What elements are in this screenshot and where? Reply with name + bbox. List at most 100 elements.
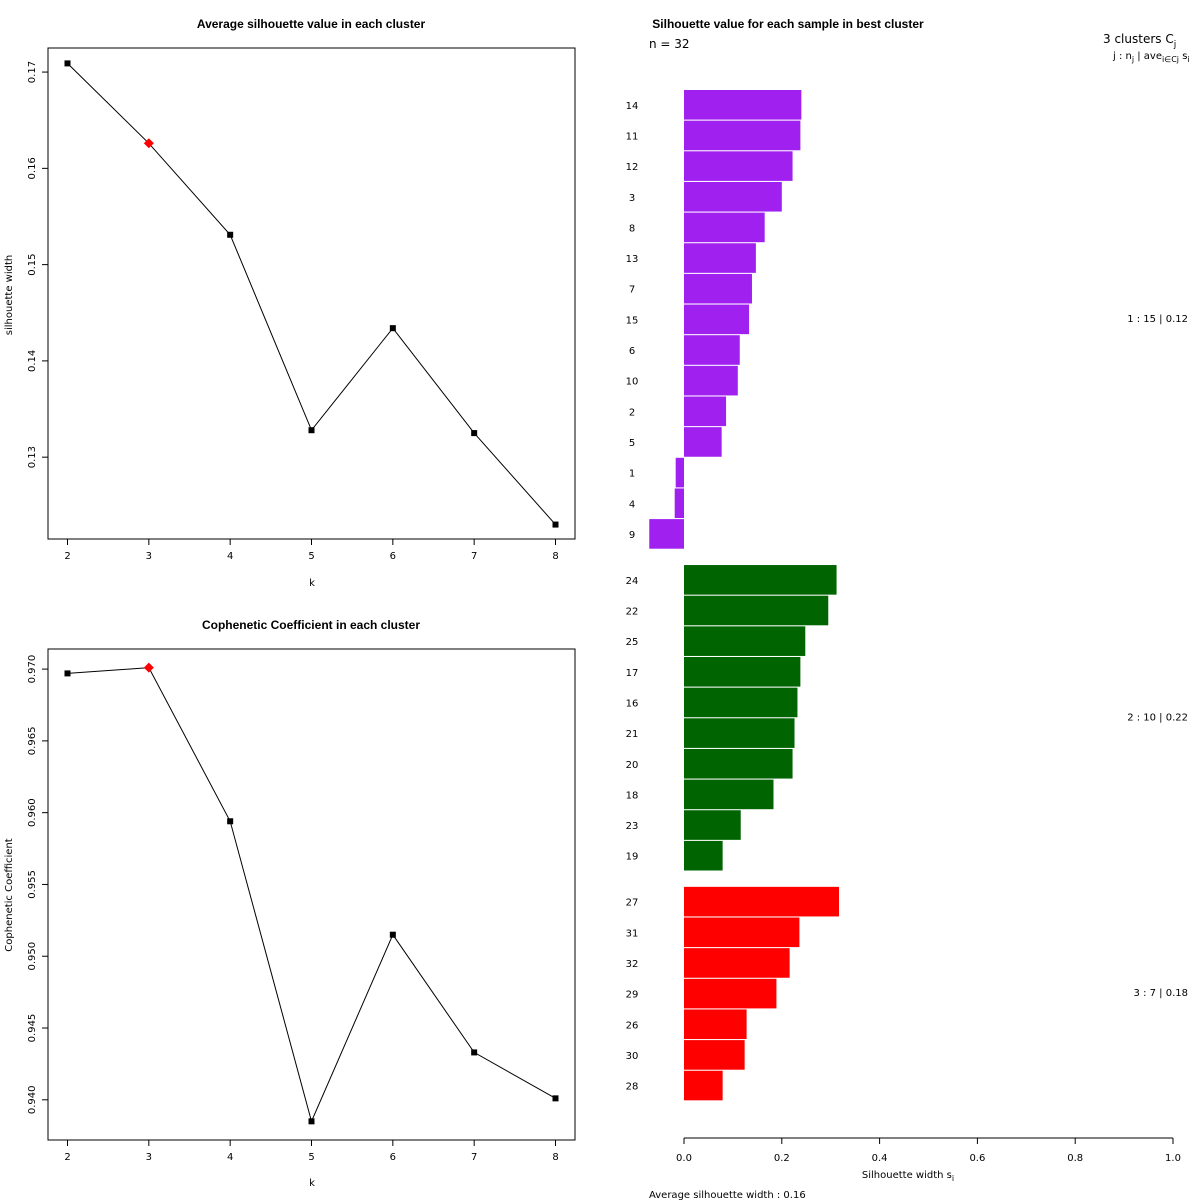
sample-label: 9 bbox=[629, 530, 635, 541]
data-point bbox=[227, 818, 234, 825]
x-tick-label: 5 bbox=[308, 551, 314, 562]
highlight-point bbox=[143, 138, 154, 149]
x-tick-label: 8 bbox=[552, 1152, 558, 1163]
silhouette-bar bbox=[684, 1009, 747, 1040]
sample-label: 5 bbox=[629, 438, 635, 449]
x-tick-label: 6 bbox=[390, 551, 396, 562]
cophenetic-y-ticks: 0.940 0.945 0.950 0.955 0.960 0.965 0.970 bbox=[27, 655, 48, 1114]
x-tick-label: 1.0 bbox=[1165, 1153, 1181, 1164]
y-tick-label: 0.15 bbox=[27, 253, 38, 275]
silhouette-bar bbox=[684, 181, 782, 212]
y-tick-label: 0.14 bbox=[27, 350, 38, 372]
data-point bbox=[389, 325, 396, 332]
sample-label: 23 bbox=[626, 821, 639, 832]
sample-labels: 1411123813715610251492422251716212018231… bbox=[626, 101, 639, 1093]
sample-label: 21 bbox=[626, 729, 639, 740]
silhouette-bar bbox=[684, 718, 795, 748]
silhouette-bar-x-axis-label: Silhouette width si bbox=[862, 1170, 954, 1183]
header-ave-subscript: i∈Cj bbox=[1162, 55, 1179, 64]
silhouette-bar bbox=[684, 1040, 745, 1070]
silhouette-bar bbox=[684, 657, 801, 687]
sample-label: 30 bbox=[626, 1051, 639, 1062]
y-tick-label: 0.945 bbox=[27, 1014, 38, 1043]
silhouette-x-ticks: 2 3 4 5 6 7 8 bbox=[64, 539, 559, 562]
sample-label: 18 bbox=[626, 790, 639, 801]
silhouette-bar bbox=[684, 917, 800, 948]
x-tick-label: 4 bbox=[227, 1152, 233, 1163]
sample-label: 14 bbox=[626, 101, 639, 112]
silhouette-bar bbox=[684, 595, 829, 626]
y-tick-label: 0.970 bbox=[27, 655, 38, 684]
silhouette-bar-x-ticks: 0.0 0.2 0.4 0.6 0.8 1.0 bbox=[676, 1138, 1181, 1164]
silhouette-bar bbox=[684, 304, 750, 335]
silhouette-bar-title: Silhouette value for each sample in best… bbox=[652, 17, 924, 31]
highlight-point bbox=[143, 662, 154, 673]
silhouette-chart-title: Average silhouette value in each cluster bbox=[197, 17, 426, 31]
silhouette-bar bbox=[684, 626, 806, 656]
x-tick-label: 0.0 bbox=[676, 1153, 692, 1164]
cluster-header-line2: j : nj | avei∈Cj si bbox=[1112, 51, 1190, 64]
header-s-subscript: i bbox=[1187, 55, 1189, 64]
x-tick-label: 6 bbox=[390, 1152, 396, 1163]
header-n-label: j : n bbox=[1112, 51, 1132, 62]
cophenetic-chart-title: Cophenetic Coefficient in each cluster bbox=[202, 618, 420, 632]
silhouette-bar bbox=[684, 748, 793, 779]
cophenetic-series-points bbox=[64, 662, 559, 1125]
sample-label: 32 bbox=[626, 959, 639, 970]
sample-label: 6 bbox=[629, 346, 635, 357]
x-tick-label: 2 bbox=[64, 1152, 70, 1163]
x-tick-label: 7 bbox=[471, 551, 477, 562]
silhouette-bar bbox=[649, 519, 684, 549]
sample-label: 2 bbox=[629, 407, 635, 418]
cophenetic-x-ticks: 2 3 4 5 6 7 8 bbox=[64, 1140, 559, 1163]
silhouette-bar bbox=[684, 273, 752, 304]
cluster-summaries: 1 : 15 | 0.12 2 : 10 | 0.22 3 : 7 | 0.18 bbox=[1127, 314, 1188, 999]
y-tick-label: 0.955 bbox=[27, 870, 38, 899]
silhouette-bar bbox=[684, 212, 765, 243]
sample-label: 28 bbox=[626, 1082, 639, 1093]
cluster-header-text: 3 clusters C bbox=[1103, 32, 1174, 46]
silhouette-bar bbox=[684, 687, 798, 718]
sample-label: 1 bbox=[629, 469, 635, 480]
cluster-summary: 1 : 15 | 0.12 bbox=[1127, 314, 1188, 325]
y-tick-label: 0.16 bbox=[27, 157, 38, 179]
data-point bbox=[471, 430, 478, 437]
sample-label: 29 bbox=[626, 990, 639, 1001]
data-point bbox=[308, 427, 315, 434]
sample-label: 20 bbox=[626, 760, 639, 771]
sample-label: 31 bbox=[626, 928, 639, 939]
data-point bbox=[227, 231, 234, 238]
sample-label: 4 bbox=[629, 499, 635, 510]
silhouette-y-ticks: 0.13 0.14 0.15 0.16 0.17 bbox=[27, 61, 48, 468]
silhouette-bar bbox=[684, 365, 738, 396]
silhouette-bar bbox=[684, 243, 756, 273]
silhouette-series-line bbox=[67, 63, 556, 525]
silhouette-bar-plot: Silhouette value for each sample in best… bbox=[626, 17, 1190, 1200]
cluster-header-line1: 3 clusters Cj bbox=[1103, 32, 1176, 50]
silhouette-bar bbox=[684, 978, 777, 1009]
silhouette-bar bbox=[684, 335, 740, 365]
silhouette-bars bbox=[649, 90, 840, 1101]
sample-count-label: n = 32 bbox=[649, 37, 690, 51]
silhouette-bar bbox=[684, 396, 727, 427]
silhouette-bar bbox=[684, 120, 801, 151]
sample-label: 25 bbox=[626, 637, 639, 648]
sample-label: 17 bbox=[626, 668, 639, 679]
sample-label: 16 bbox=[626, 698, 639, 709]
header-n-subscript: j bbox=[1131, 55, 1134, 64]
header-ave-label: | ave bbox=[1134, 51, 1162, 62]
silhouette-bar bbox=[684, 151, 793, 181]
silhouette-bar-xlabel-text: Silhouette width s bbox=[862, 1170, 952, 1181]
silhouette-bar bbox=[684, 1070, 723, 1101]
data-point bbox=[471, 1049, 478, 1056]
x-tick-label: 2 bbox=[64, 551, 70, 562]
sample-label: 27 bbox=[626, 898, 639, 909]
cophenetic-y-axis-label: Cophenetic Coefficient bbox=[4, 838, 15, 951]
sample-label: 10 bbox=[626, 377, 639, 388]
silhouette-bar bbox=[684, 886, 840, 917]
y-tick-label: 0.960 bbox=[27, 798, 38, 827]
silhouette-series-points bbox=[64, 60, 559, 528]
silhouette-bar bbox=[684, 427, 722, 457]
sample-label: 8 bbox=[629, 223, 635, 234]
